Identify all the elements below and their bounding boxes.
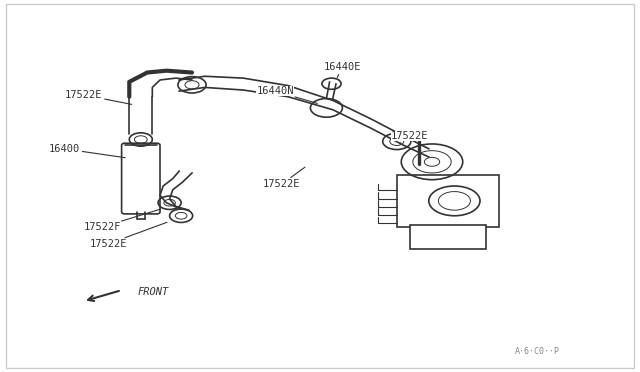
Text: 17522E: 17522E bbox=[263, 167, 305, 189]
Bar bbox=[397, 175, 499, 227]
Text: FRONT: FRONT bbox=[138, 287, 169, 297]
Text: 16400: 16400 bbox=[49, 144, 125, 158]
Text: A·6·C0··P: A·6·C0··P bbox=[515, 347, 560, 356]
FancyBboxPatch shape bbox=[122, 143, 160, 214]
Bar bbox=[410, 225, 486, 249]
Text: 16440E: 16440E bbox=[324, 62, 361, 77]
Text: 17522F: 17522F bbox=[84, 209, 161, 232]
Text: 17522E: 17522E bbox=[90, 222, 167, 248]
Text: 17522E: 17522E bbox=[391, 131, 428, 142]
Polygon shape bbox=[179, 76, 429, 157]
Text: 16440N: 16440N bbox=[257, 86, 317, 103]
Text: 17522E: 17522E bbox=[65, 90, 132, 105]
